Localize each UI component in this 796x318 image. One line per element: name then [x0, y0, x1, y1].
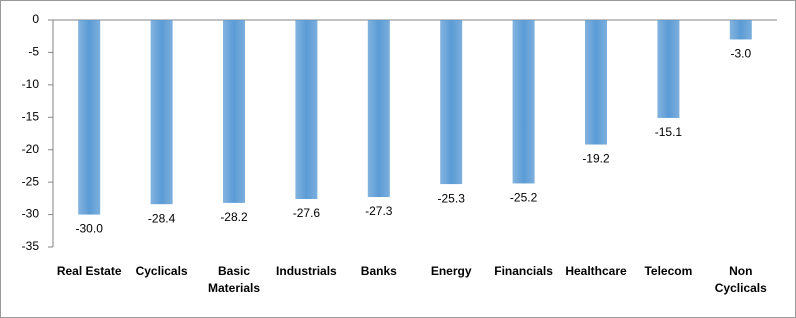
x-tick-label: Banks — [360, 264, 397, 278]
x-tick-label: Industrials — [276, 264, 337, 278]
y-tick-label: -10 — [22, 77, 40, 91]
x-tick-label: Financials — [494, 264, 553, 278]
value-label: -25.3 — [438, 191, 466, 205]
x-tick-label: Telecom — [644, 264, 693, 278]
value-label: -28.4 — [148, 211, 176, 225]
y-tick-label: -35 — [22, 239, 40, 253]
bar — [440, 20, 463, 185]
value-label: -30.0 — [76, 222, 104, 236]
bar — [295, 20, 318, 200]
y-tick-label: -30 — [22, 207, 40, 221]
y-tick-label: 0 — [32, 12, 39, 26]
value-label: -3.0 — [730, 47, 751, 61]
y-tick-label: -25 — [22, 174, 40, 188]
x-tick-label: Real Estate — [56, 264, 122, 278]
bar — [512, 20, 535, 184]
y-tick-label: -20 — [22, 142, 40, 156]
x-tick-label: Healthcare — [565, 264, 627, 278]
bar — [657, 20, 680, 118]
value-label: -28.2 — [220, 210, 248, 224]
y-tick-label: -5 — [28, 45, 39, 59]
bar — [585, 20, 607, 145]
y-tick-label: -15 — [22, 109, 40, 123]
bar — [150, 20, 173, 205]
x-tick-label: Non Cyclicals — [714, 264, 767, 295]
bar — [78, 20, 101, 215]
x-tick-label: Energy — [430, 264, 472, 278]
x-tick-label: Basic Materials — [207, 264, 261, 295]
bar — [367, 20, 390, 198]
value-label: -27.6 — [293, 206, 321, 220]
value-label: -19.2 — [582, 152, 610, 166]
value-label: -27.3 — [365, 204, 393, 218]
value-label: -25.2 — [510, 191, 538, 205]
bar — [729, 20, 752, 40]
x-tick-label: Cyclicals — [135, 264, 188, 278]
bar — [223, 20, 245, 203]
value-label: -15.1 — [655, 125, 683, 139]
